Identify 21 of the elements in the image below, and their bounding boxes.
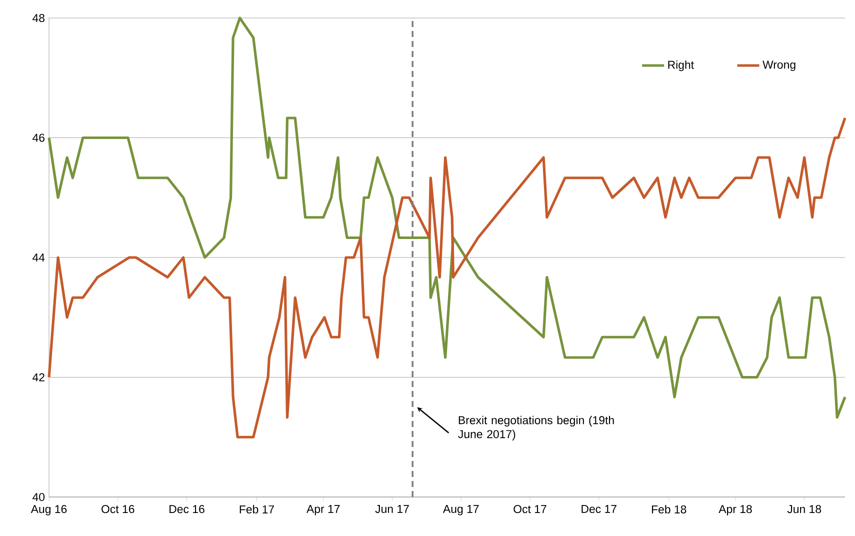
x-tick-label: Oct 16 xyxy=(102,505,134,514)
x-tick-label: Aug 17 xyxy=(442,505,479,516)
x-tick-label: Apr 17 xyxy=(306,505,340,516)
y-tick-label: 44 xyxy=(32,254,45,262)
x-tick-label: Jun 18 xyxy=(787,505,822,514)
x-tick-label: Oct 17 xyxy=(514,505,546,514)
x-tick-label: Jun 17 xyxy=(375,505,409,514)
x-tick-label: Dec 16 xyxy=(170,505,204,514)
y-tick-label: 46 xyxy=(32,134,44,142)
y-tick-label: 40 xyxy=(32,492,45,502)
x-tick-label: Feb 17 xyxy=(240,505,274,514)
x-tick-label: Apr 18 xyxy=(718,505,752,516)
y-tick-label: 42 xyxy=(32,373,44,382)
line-series xyxy=(48,116,846,438)
x-tick-label: Feb 18 xyxy=(652,505,686,514)
legend-label: Wrong xyxy=(762,60,796,71)
y-tick-label: 48 xyxy=(32,14,44,22)
x-tick-label: Dec 17 xyxy=(582,505,616,514)
ref-line-label: Brexit negotiations begin (19th June 2017) xyxy=(458,416,614,440)
legend-label: Right xyxy=(668,60,694,72)
x-tick-label: Aug 16 xyxy=(30,505,67,516)
